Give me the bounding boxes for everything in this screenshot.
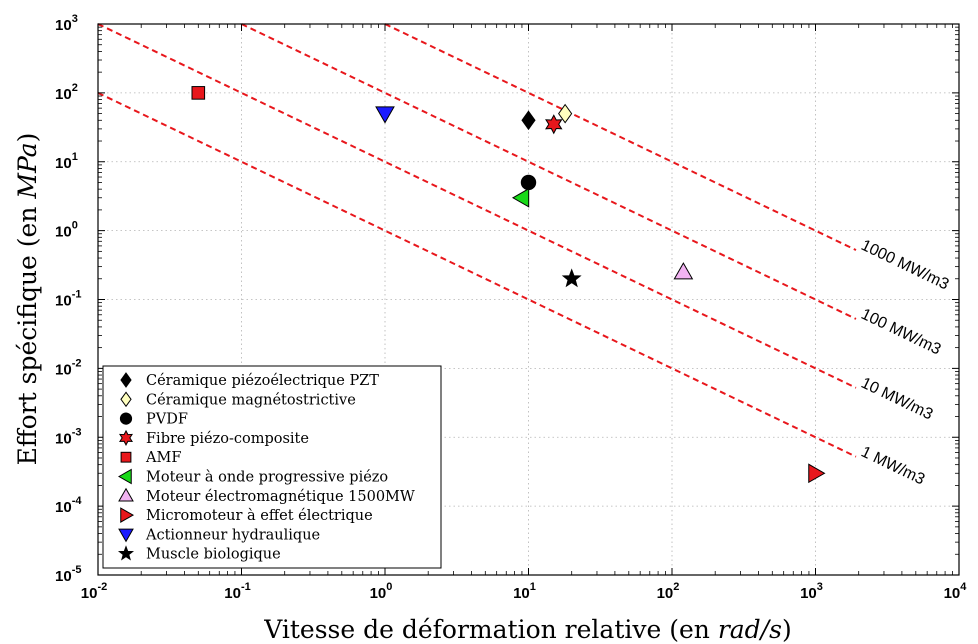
data-point (375, 106, 395, 124)
legend-marker (118, 487, 134, 502)
x-tick-label: 102 (657, 581, 680, 602)
legend-item: PVDF (119, 412, 188, 428)
x-axis-title-prefix: Vitesse de déformation relative (en (263, 615, 718, 644)
legend-item: Fibre piézo-composite (119, 429, 309, 447)
legend-items: Céramique piézoélectrique PZT Céramique m… (117, 372, 415, 563)
reference-label-background (855, 369, 973, 442)
x-tick-label: 103 (800, 581, 823, 602)
data-point (511, 187, 530, 208)
axis-ticks (97, 23, 960, 576)
legend-marker (120, 391, 132, 408)
legend-marker (117, 545, 135, 561)
y-tick-label: 10-5 (55, 564, 81, 585)
legend-item: Céramique piézoélectrique PZT (120, 372, 379, 389)
x-axis-title-unit: rad/s (718, 615, 782, 644)
y-tick-label: 10-3 (55, 426, 81, 447)
reference-line (241, 23, 960, 370)
legend-item: Moteur électromagnétique 1500MW (118, 487, 415, 505)
legend-label: Moteur à onde progressive piézo (146, 469, 388, 486)
y-axis-title-suffix: ) (13, 133, 42, 143)
x-axis-title-suffix: ) (782, 615, 792, 644)
y-tick-label: 10-4 (55, 495, 82, 516)
y-tick-label: 101 (55, 151, 78, 172)
legend-label: AMF (145, 450, 181, 466)
legend-marker (117, 468, 132, 485)
x-tick-label: 10-2 (81, 581, 107, 602)
legend-item: Moteur à onde progressive piézo (117, 468, 388, 486)
legend-label: Céramique piézoélectrique PZT (146, 373, 379, 389)
reference-label-background (855, 300, 973, 373)
legend-marker (118, 528, 134, 543)
legend-label: Fibre piézo-composite (146, 431, 309, 447)
legend-label: Micromoteur à effet électrique (146, 507, 373, 524)
legend-marker (120, 372, 132, 388)
data-point (561, 268, 582, 288)
legend-label: Céramique magnétostrictive (146, 392, 356, 408)
reference-label-background (855, 438, 973, 511)
x-axis-title: Vitesse de déformation relative (en rad/… (263, 615, 791, 644)
data-point (545, 114, 563, 135)
legend: Céramique piézoélectrique PZT Céramique m… (102, 365, 442, 569)
data-points (191, 86, 826, 484)
data-point (673, 262, 694, 280)
y-axis-title-prefix: Effort spécifique (en (13, 199, 42, 466)
x-tick-label: 100 (370, 581, 393, 602)
legend-item: Céramique magnétostrictive (120, 391, 356, 408)
legend-label: Actionneur hydraulique (145, 527, 320, 543)
x-tick-label: 10-1 (224, 581, 250, 602)
data-point (808, 463, 826, 484)
reference-line (97, 23, 960, 439)
y-tick-label: 103 (55, 13, 78, 34)
legend-marker (120, 451, 132, 463)
legend-box (102, 365, 442, 569)
legend-item: AMF (120, 450, 181, 466)
y-axis-title: Effort spécifique (en MPa) (13, 133, 42, 466)
x-tick-label: 101 (513, 581, 536, 602)
legend-marker (119, 412, 133, 425)
legend-marker (119, 429, 133, 446)
legend-label: Moteur électromagnétique 1500MW (146, 489, 415, 505)
legend-item: Muscle biologique (117, 545, 281, 563)
legend-item: Actionneur hydraulique (118, 527, 320, 543)
data-point (558, 103, 573, 124)
data-point (521, 110, 536, 131)
data-point (520, 174, 537, 191)
y-tick-label: 102 (55, 82, 78, 103)
legend-label: Muscle biologique (146, 547, 281, 563)
y-tick-label: 10-1 (55, 289, 81, 310)
y-tick-label: 100 (55, 220, 78, 241)
reference-label-background (855, 232, 973, 304)
y-tick-labels: 10-5 10-4 10-3 10-2 10-1 100 101 102 103 (55, 13, 82, 585)
legend-marker (120, 507, 135, 523)
x-tick-labels: 10-2 10-1 100 101 102 103 104 (81, 581, 968, 602)
y-tick-label: 10-2 (55, 357, 81, 378)
x-tick-label: 104 (944, 581, 968, 602)
y-axis-title-unit: MPa (13, 142, 42, 199)
legend-item: Micromoteur à effet électrique (120, 507, 373, 524)
legend-label: PVDF (146, 412, 188, 428)
reference-line (97, 91, 960, 508)
data-point (191, 86, 206, 100)
